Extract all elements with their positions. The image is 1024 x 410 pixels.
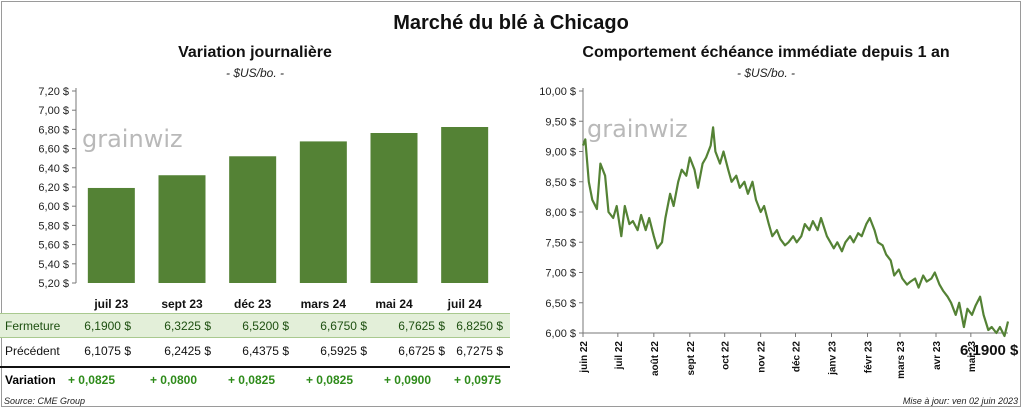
- bar-chart-subtitle: - $US/bo. -: [225, 66, 285, 80]
- row-label: Précédent: [5, 344, 60, 358]
- x-tick-label: août 22: [650, 341, 661, 376]
- y-tick-label: 7,00 $: [545, 268, 576, 280]
- bar-chart-title: Variation journalière: [178, 44, 332, 61]
- bar: [299, 141, 347, 283]
- bar-chart: grainwiz 5,20 $ 5,40 $ 5,60 $ 5,80 $ 6,00 $ 6…: [38, 86, 489, 311]
- y-tick-label: 7,20 $: [38, 86, 69, 98]
- table-row-fermeture: Fermeture 6,1900 $ 6,3225 $ 6,5200 $ 6,6…: [0, 313, 510, 338]
- table-cell: 6,6750 $: [320, 319, 367, 333]
- y-tick-label: 6,00 $: [38, 201, 69, 213]
- x-tick-label: mars 24: [301, 297, 347, 311]
- x-tick-label: mars 23: [896, 341, 907, 379]
- table-cell: 6,4375 $: [242, 344, 289, 358]
- table-cell: 6,5200 $: [242, 319, 289, 333]
- y-tick-label: 5,40 $: [38, 259, 69, 271]
- table-cell: 6,2425 $: [164, 344, 211, 358]
- y-tick-label: 6,50 $: [545, 298, 576, 310]
- update-note: Mise à jour: ven 02 juin 2023: [902, 396, 1018, 406]
- y-tick-label: 9,50 $: [545, 116, 576, 128]
- bar: [370, 133, 418, 283]
- table-cell: + 0,0825: [305, 373, 353, 387]
- bar: [158, 175, 206, 283]
- y-tick-label: 6,80 $: [38, 124, 69, 136]
- table-cell: 6,8250 $: [456, 319, 503, 333]
- page-title: Marché du blé à Chicago: [393, 12, 629, 34]
- x-tick-label: juil 24: [447, 297, 482, 311]
- price-line: [581, 126, 1010, 338]
- y-tick-label: 5,20 $: [38, 278, 69, 290]
- x-tick-label: déc 23: [234, 297, 272, 311]
- bar: [441, 127, 489, 283]
- source-note: Source: CME Group: [4, 396, 86, 406]
- table-cell: 6,5925 $: [320, 344, 367, 358]
- line-chart-subtitle: - $US/bo. -: [736, 66, 796, 80]
- y-tick-label: 7,50 $: [545, 237, 576, 249]
- table-cell: 6,6725 $: [398, 344, 445, 358]
- line-chart: grainwiz 6,00 $ 6,50 $ 7,00 $ 7,50 $ 8,00 $ 8…: [539, 86, 1010, 379]
- table-cell: + 0,0825: [227, 373, 275, 387]
- y-tick-label: 10,00 $: [539, 86, 576, 98]
- x-tick-label: juil 23: [93, 297, 128, 311]
- x-tick-label: mai 24: [375, 297, 413, 311]
- row-label: Variation: [5, 373, 56, 387]
- x-tick-label: nov 22: [757, 341, 768, 373]
- bar: [229, 156, 277, 283]
- x-tick-label: sept 22: [686, 341, 697, 376]
- line-chart-title: Comportement échéance immédiate depuis 1…: [582, 44, 950, 61]
- watermark-logo: grainwiz: [587, 115, 688, 143]
- table-cell: 6,7275 $: [456, 344, 503, 358]
- table-cell: 6,7625 $: [398, 319, 445, 333]
- table-cell: 6,1075 $: [84, 344, 131, 358]
- x-tick-label: janv 23: [827, 341, 838, 376]
- table-cell: 6,3225 $: [164, 319, 211, 333]
- y-tick-label: 5,80 $: [38, 220, 69, 232]
- x-tick-label: oct 22: [721, 341, 732, 370]
- x-tick-label: avr 23: [932, 341, 943, 370]
- table-row-precedent: Précédent 6,1075 $ 6,2425 $ 6,4375 $ 6,5…: [0, 339, 510, 362]
- y-tick-label: 8,00 $: [545, 207, 576, 219]
- y-tick-label: 6,40 $: [38, 163, 69, 175]
- table-cell: + 0,0825: [67, 373, 115, 387]
- y-tick-label: 8,50 $: [545, 177, 576, 189]
- row-label: Fermeture: [5, 319, 61, 333]
- y-tick-label: 6,20 $: [38, 182, 69, 194]
- watermark-logo: grainwiz: [82, 125, 183, 153]
- table-row-variation: Variation + 0,0825 + 0,0800 + 0,0825 + 0…: [0, 366, 510, 391]
- table-cell: + 0,0800: [149, 373, 197, 387]
- table-cell: + 0,0900: [383, 373, 431, 387]
- y-tick-label: 9,00 $: [545, 147, 576, 159]
- table-cell: 6,1900 $: [84, 319, 131, 333]
- y-tick-label: 7,00 $: [38, 105, 69, 117]
- x-tick-label: févr 23: [863, 341, 874, 374]
- x-tick-label: mai 23: [967, 341, 978, 373]
- bar: [87, 187, 135, 283]
- y-tick-label: 6,00 $: [545, 328, 576, 340]
- table-cell: + 0,0975: [453, 373, 501, 387]
- x-tick-label: sept 23: [161, 297, 203, 311]
- x-tick-label: juin 22: [579, 341, 590, 374]
- last-price-label: 6,1900 $: [960, 342, 1019, 359]
- y-tick-label: 5,60 $: [38, 240, 69, 252]
- x-tick-label: juil 22: [614, 341, 625, 371]
- y-tick-label: 6,60 $: [38, 144, 69, 156]
- x-tick-label: déc 22: [792, 341, 803, 373]
